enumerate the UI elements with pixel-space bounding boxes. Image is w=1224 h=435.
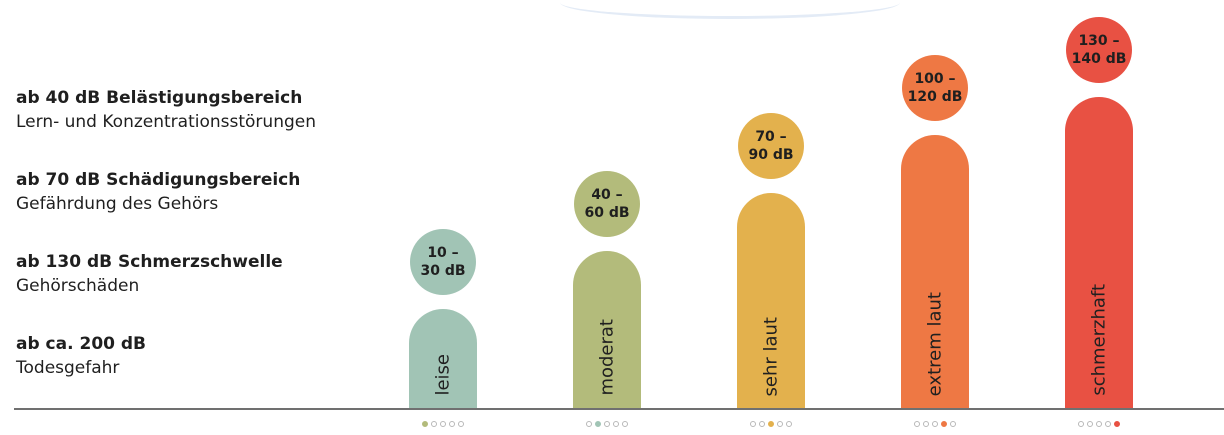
pagination-dot[interactable] <box>440 421 446 427</box>
range-bubble-line: 30 dB <box>420 263 466 279</box>
legend-desc: Todesgefahr <box>16 358 120 378</box>
noise-legend: ab 40 dB Belästigungsbereich Lern- und K… <box>16 86 396 414</box>
range-bubble-line: 60 dB <box>584 205 630 221</box>
legend-item-annoyance: ab 40 dB Belästigungsbereich Lern- und K… <box>16 86 396 168</box>
bar-label: moderat <box>596 319 618 396</box>
pagination-dot[interactable] <box>1078 421 1084 427</box>
legend-item-pain: ab 130 dB Schmerzschwelle Gehörschäden <box>16 250 396 332</box>
pagination-dot[interactable] <box>941 421 947 427</box>
pagination-dot[interactable] <box>1114 421 1120 427</box>
bar-leise: leise <box>409 309 477 408</box>
pagination-dot[interactable] <box>422 421 428 427</box>
bar-schmerzhaft: schmerzhaft <box>1065 97 1133 408</box>
legend-item-death: ab ca. 200 dB Todesgefahr <box>16 332 396 414</box>
pagination-dot[interactable] <box>1096 421 1102 427</box>
legend-item-damage: ab 70 dB Schädigungsbereich Gefährdung d… <box>16 168 396 250</box>
pagination-dot[interactable] <box>586 421 592 427</box>
pagination-dot[interactable] <box>431 421 437 427</box>
legend-desc: Gehörschäden <box>16 276 140 296</box>
pagination-dot[interactable] <box>595 421 601 427</box>
bar-label: leise <box>432 354 454 396</box>
pagination-dot[interactable] <box>449 421 455 427</box>
bar-label: schmerzhaft <box>1088 284 1110 396</box>
pagination-dot[interactable] <box>932 421 938 427</box>
bar-label: extrem laut <box>924 291 946 396</box>
pagination-dots <box>403 421 483 427</box>
range-bubble-line: 120 dB <box>907 89 963 105</box>
range-bubble: 10 – 30 dB <box>410 229 476 295</box>
pagination-dot[interactable] <box>1087 421 1093 427</box>
pagination-dot[interactable] <box>914 421 920 427</box>
pagination-dots <box>731 421 811 427</box>
range-bubble-line: 100 – <box>914 71 956 87</box>
bar-moderat: moderat <box>573 251 641 408</box>
chart-baseline <box>14 408 1224 410</box>
pagination-dot[interactable] <box>458 421 464 427</box>
legend-title: ab 130 dB Schmerzschwelle <box>16 252 283 272</box>
range-bubble-line: 90 dB <box>748 147 794 163</box>
pagination-dot[interactable] <box>777 421 783 427</box>
pagination-dot[interactable] <box>950 421 956 427</box>
pagination-dot[interactable] <box>768 421 774 427</box>
range-bubble-line: 130 – <box>1078 33 1120 49</box>
legend-title: ab ca. 200 dB <box>16 334 147 354</box>
pagination-dot[interactable] <box>759 421 765 427</box>
pagination-dots <box>567 421 647 427</box>
range-bubble: 100 – 120 dB <box>902 55 968 121</box>
pagination-dot[interactable] <box>604 421 610 427</box>
pagination-dot[interactable] <box>613 421 619 427</box>
legend-desc: Lern- und Konzentrationsstörungen <box>16 112 316 132</box>
pagination-dot[interactable] <box>622 421 628 427</box>
pagination-dot[interactable] <box>1105 421 1111 427</box>
range-bubble: 40 – 60 dB <box>574 171 640 237</box>
legend-title: ab 70 dB Schädigungsbereich <box>16 170 301 190</box>
legend-title: ab 40 dB Belästigungsbereich <box>16 88 303 108</box>
range-bubble-line: 10 – <box>427 245 459 261</box>
range-bubble: 130 – 140 dB <box>1066 17 1132 83</box>
decorative-arc <box>560 0 900 19</box>
pagination-dots <box>895 421 975 427</box>
bar-sehr-laut: sehr laut <box>737 193 805 408</box>
pagination-dots <box>1059 421 1139 427</box>
bar-label: sehr laut <box>760 316 782 396</box>
pagination-dot[interactable] <box>786 421 792 427</box>
range-bubble: 70 – 90 dB <box>738 113 804 179</box>
pagination-dot[interactable] <box>750 421 756 427</box>
range-bubble-line: 40 – <box>591 187 623 203</box>
legend-desc: Gefährdung des Gehörs <box>16 194 219 214</box>
pagination-dot[interactable] <box>923 421 929 427</box>
range-bubble-line: 70 – <box>755 129 787 145</box>
bar-extrem-laut: extrem laut <box>901 135 969 408</box>
range-bubble-line: 140 dB <box>1071 51 1127 67</box>
